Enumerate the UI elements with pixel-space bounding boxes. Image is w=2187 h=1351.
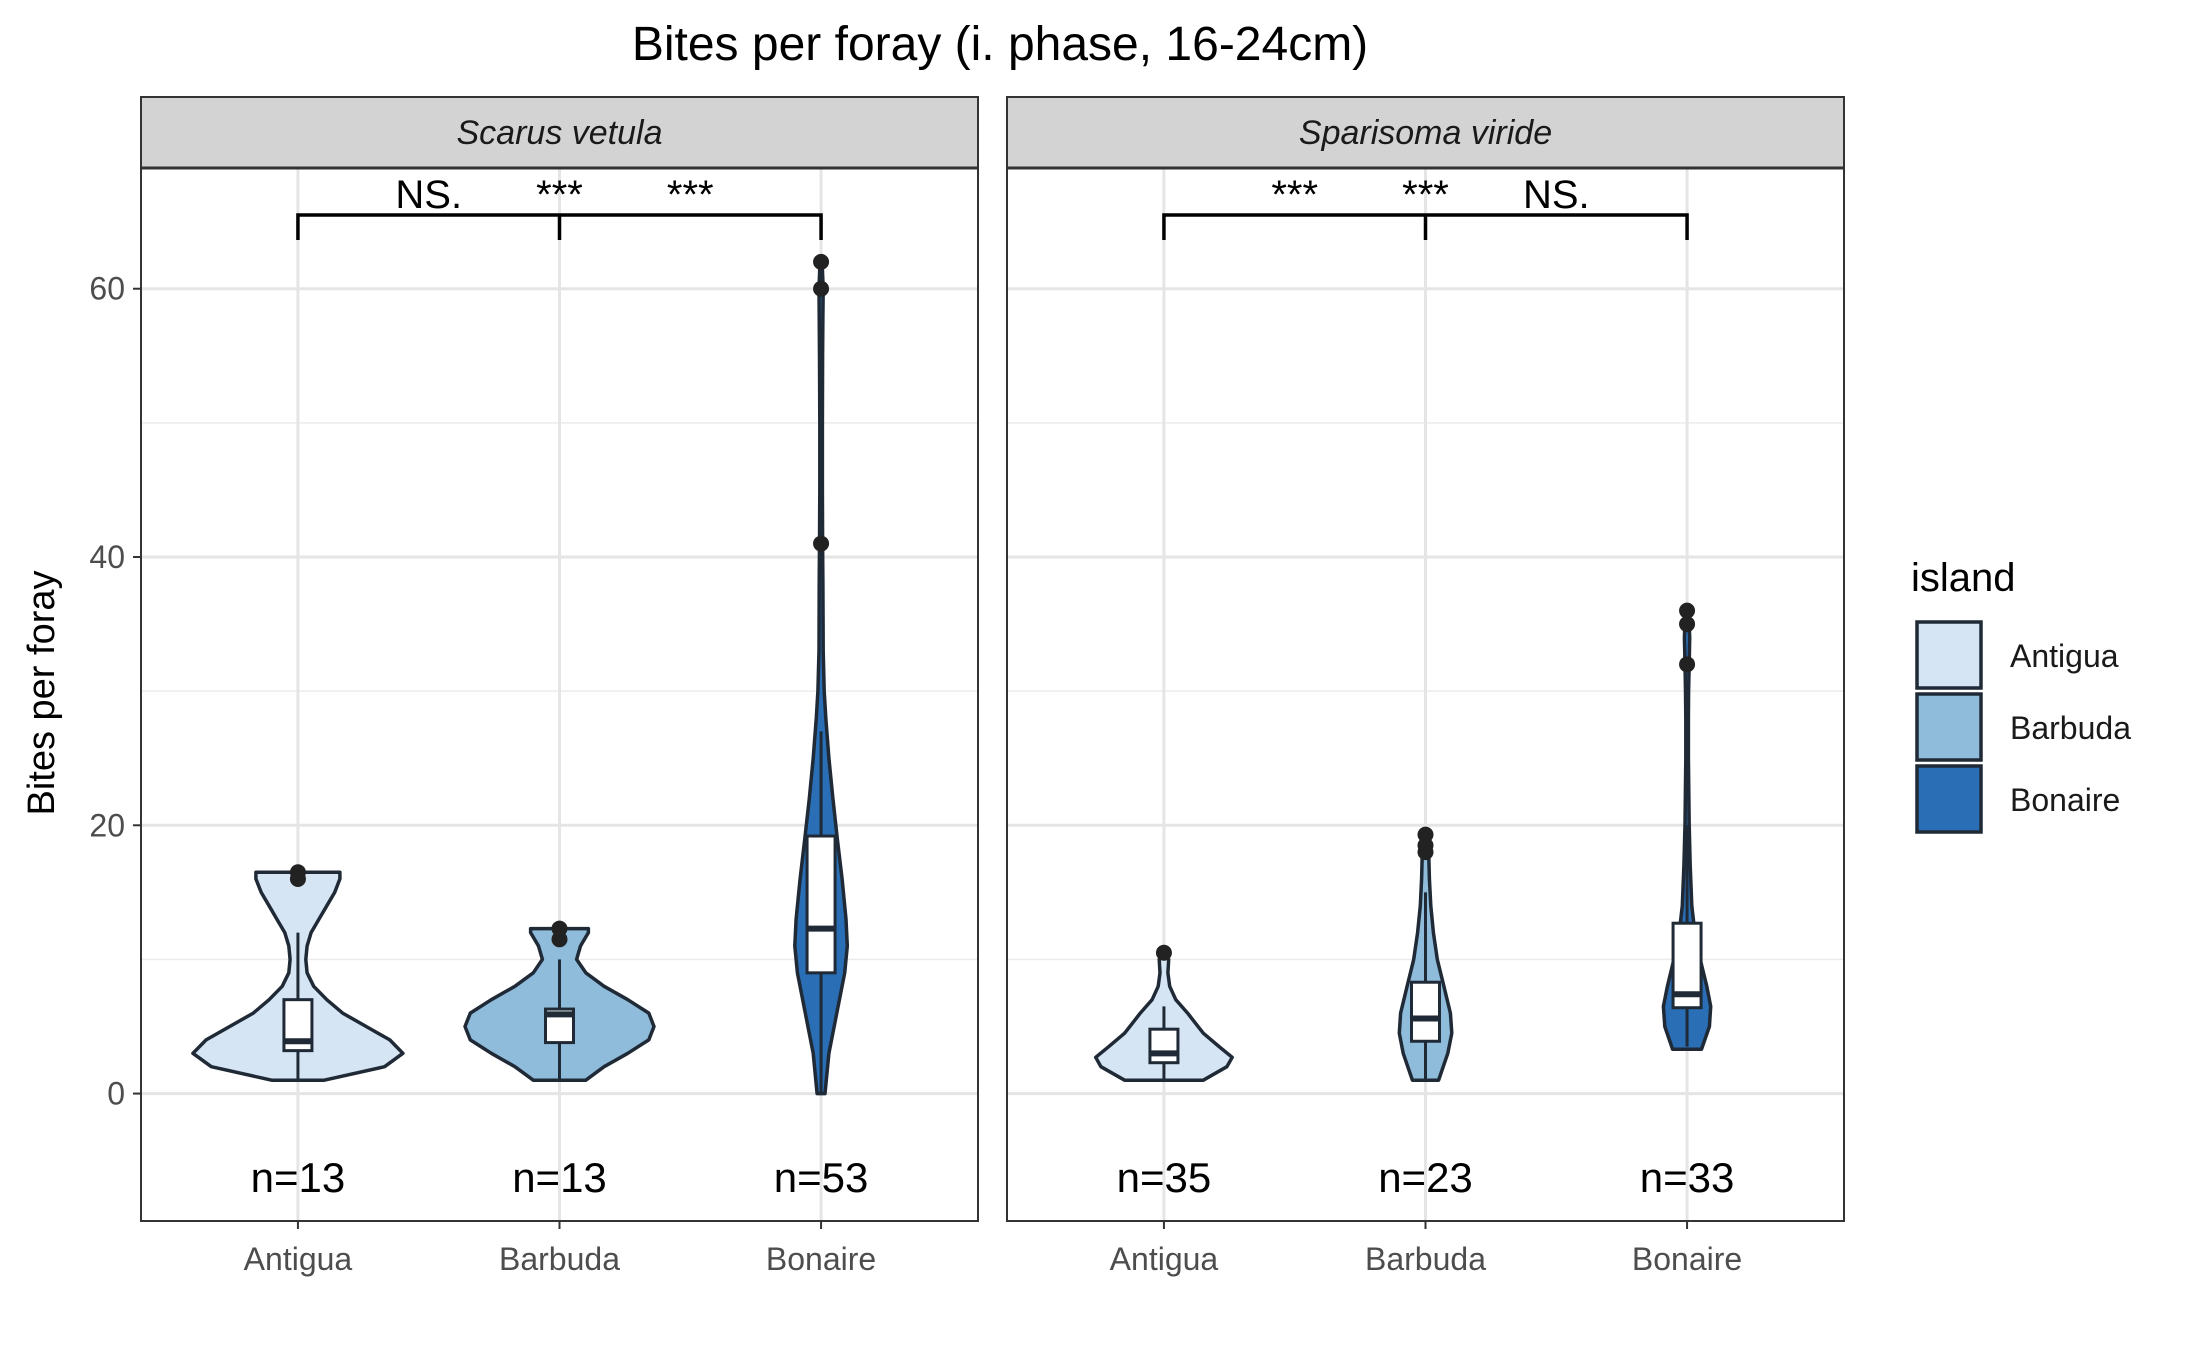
- strip-label: Scarus vetula: [457, 114, 663, 152]
- n-label: n=13: [251, 1154, 346, 1201]
- box: [1410, 980, 1441, 1043]
- significance-label: ***: [1402, 173, 1449, 217]
- strip-background: [140, 96, 979, 169]
- x-tick-label: Antigua: [244, 1241, 353, 1277]
- n-label: n=35: [1117, 1154, 1212, 1201]
- significance-bracket: NS. *** ***: [296, 173, 823, 240]
- n-label: n=33: [1640, 1154, 1735, 1201]
- x-tick-label: Bonaire: [1632, 1241, 1742, 1277]
- y-axis-title: Bites per foray: [21, 571, 63, 816]
- legend: island Antigua Barbuda Bonaire: [1911, 556, 2131, 834]
- significance-bracket: *** *** NS.: [1162, 173, 1689, 240]
- legend-label: Bonaire: [2010, 782, 2120, 818]
- n-label: n=13: [512, 1154, 607, 1201]
- significance-label: NS.: [1523, 173, 1590, 217]
- significance-label: ***: [1271, 173, 1318, 217]
- violin-group-antigua: [191, 864, 405, 1082]
- legend-item-barbuda: Barbuda: [1915, 692, 2131, 762]
- legend-key: [1915, 692, 1983, 762]
- chart-title: Bites per foray (i. phase, 16-24cm): [632, 18, 1368, 71]
- bracket-line: [1162, 213, 1689, 240]
- outlier-point: [1679, 656, 1696, 673]
- legend-items: Antigua Barbuda Bonaire: [1915, 620, 2131, 834]
- n-label: n=23: [1378, 1154, 1473, 1201]
- strip-label: Sparisoma viride: [1299, 114, 1552, 152]
- outlier-point: [1679, 602, 1696, 619]
- outlier-point: [289, 864, 306, 881]
- n-label: n=53: [774, 1154, 869, 1201]
- legend-title: island: [1911, 556, 2016, 600]
- strip-background: [1006, 96, 1845, 169]
- legend-label: Barbuda: [2010, 710, 2131, 746]
- y-tick-label: 20: [89, 807, 125, 843]
- outlier-point: [813, 253, 830, 270]
- outlier-point: [1679, 616, 1696, 633]
- outlier-point: [551, 920, 568, 937]
- x-tick-label: Bonaire: [766, 1241, 876, 1277]
- significance-label: ***: [536, 173, 583, 217]
- violin-group-antigua: [1093, 944, 1234, 1082]
- y-tick-label: 40: [89, 539, 125, 575]
- violin-group-bonaire: [793, 253, 850, 1096]
- legend-item-antigua: Antigua: [1915, 620, 2119, 690]
- facet-panel-1: n=13 Antigua n=13 Barbuda n=53 Bonaire NS. *** *…: [140, 96, 979, 1277]
- y-tick-label: 60: [89, 271, 125, 307]
- x-tick-label: Barbuda: [499, 1241, 620, 1277]
- box: [805, 834, 837, 975]
- legend-key: [1915, 620, 1983, 690]
- violin-group-barbuda: [1397, 826, 1454, 1082]
- outlier-point: [813, 280, 830, 297]
- x-tick-label: Barbuda: [1365, 1241, 1486, 1277]
- legend-label: Antigua: [2010, 638, 2119, 674]
- legend-item-bonaire: Bonaire: [1915, 764, 2120, 834]
- facet-panel-2: n=35 Antigua n=23 Barbuda n=33 Bonaire *** *** N…: [1006, 96, 1845, 1277]
- violin-group-bonaire: [1661, 602, 1713, 1052]
- violin-group-barbuda: [463, 920, 656, 1082]
- outlier-point: [813, 535, 830, 552]
- bracket-line: [296, 213, 823, 240]
- outlier-point: [1155, 944, 1172, 961]
- box: [1148, 1027, 1180, 1065]
- outlier-point: [1417, 826, 1434, 843]
- y-tick-label: 0: [107, 1076, 125, 1112]
- legend-key: [1915, 764, 1983, 834]
- x-tick-label: Antigua: [1110, 1241, 1219, 1277]
- y-axis: 0 20 40 60: [89, 271, 141, 1112]
- significance-label: ***: [667, 173, 714, 217]
- significance-label: NS.: [395, 173, 462, 217]
